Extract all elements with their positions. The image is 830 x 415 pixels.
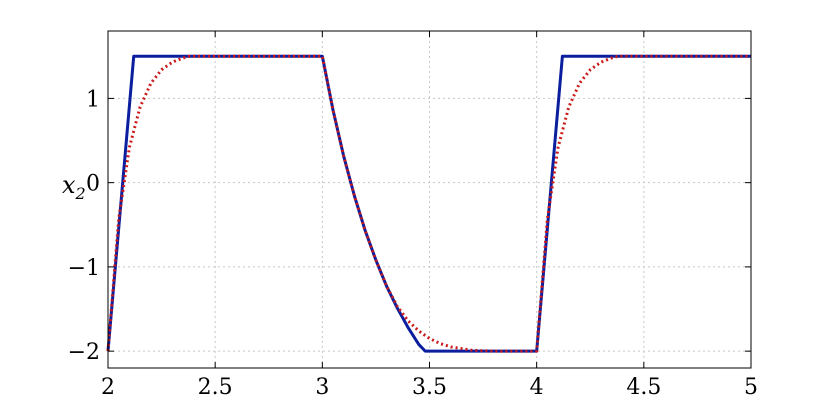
x-tick-label: 2.5 [198, 375, 233, 400]
y-tick-label: −2 [68, 340, 100, 365]
y-tick-label: −1 [68, 256, 100, 281]
x-tick-label: 4.5 [626, 375, 661, 400]
axis-ticks [107, 31, 752, 368]
y-tick-labels: 1 0 −1 −2 [68, 87, 100, 365]
y-axis-label-main: x [62, 171, 76, 199]
series-line-dotted [106, 54, 751, 353]
y-tick-label: 1 [86, 87, 100, 112]
y-axis-label: x2 [62, 171, 86, 203]
y-axis-label-subscript: 2 [75, 184, 86, 203]
grid-lines [107, 31, 752, 368]
series-lines [106, 54, 751, 353]
x-tick-label: 2 [101, 375, 115, 400]
x-tick-label: 3.5 [412, 375, 447, 400]
y-tick-label: 0 [86, 172, 100, 197]
x-tick-label: 4 [530, 375, 544, 400]
x-tick-labels: 2 2.5 3 3.5 4 4.5 5 [101, 375, 758, 400]
x-tick-label: 5 [744, 375, 758, 400]
x-tick-label: 3 [315, 375, 329, 400]
